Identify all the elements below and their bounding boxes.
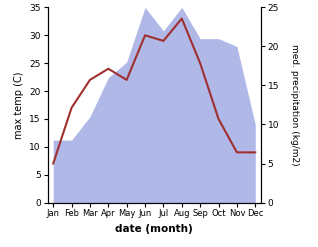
X-axis label: date (month): date (month) xyxy=(115,224,193,234)
Y-axis label: max temp (C): max temp (C) xyxy=(14,71,24,139)
Y-axis label: med. precipitation (kg/m2): med. precipitation (kg/m2) xyxy=(290,44,299,166)
